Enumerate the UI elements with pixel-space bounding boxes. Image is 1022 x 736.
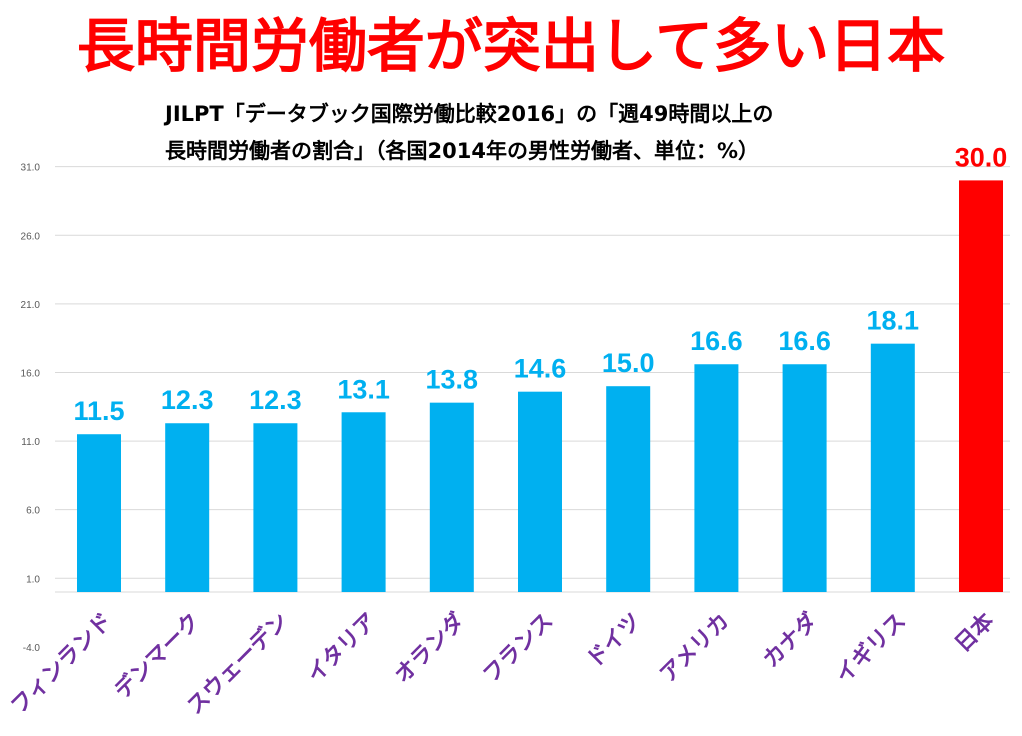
data-labels: 11.5 12.3 12.3 13.1 13.8 14.6 15.0 16.6 16.6 18.1…: [73, 142, 1007, 426]
x-tick-label: デンマーク: [109, 608, 205, 704]
x-axis-labels: フィンランドデンマークスウェーデン イタリア オランダ フランス ドイツ アメリカ カナダイ…: [7, 608, 1000, 720]
data-label: 15.0: [602, 348, 655, 378]
y-tick-label: 6.0: [26, 506, 40, 517]
data-label: 16.6: [690, 326, 743, 356]
y-tick-label: 11.0: [21, 437, 40, 448]
bar: [870, 343, 915, 592]
bar: [518, 391, 562, 592]
chart-subtitle-line-1: JILPT「データブック国際労働比較2016」の「週49時間以上の: [163, 102, 773, 126]
bar: [77, 434, 121, 592]
y-axis: 31.0 26.0 21.0 16.0 11.0 6.0 1.0 -4.0: [21, 163, 41, 654]
bar: [341, 412, 386, 592]
data-label: 12.3: [249, 385, 302, 415]
y-tick-label: -4.0: [23, 643, 41, 654]
data-label: 16.6: [778, 326, 831, 356]
bar: [782, 364, 827, 592]
x-tick-label: イタリア: [303, 609, 382, 688]
data-label: 13.8: [426, 365, 479, 395]
chart-title: 長時間労働者が突出して多い日本: [77, 12, 945, 80]
data-label: 12.3: [161, 385, 214, 415]
bar: [165, 423, 210, 592]
bar: [429, 402, 474, 592]
bar: [694, 364, 739, 592]
data-label: 14.6: [514, 354, 567, 384]
y-tick-label: 1.0: [26, 574, 40, 585]
x-tick-label: フランス: [479, 609, 559, 689]
bar: [253, 423, 298, 592]
data-label: 18.1: [867, 306, 920, 336]
bar: [606, 386, 651, 592]
x-tick-label: カナダ: [758, 608, 823, 673]
y-tick-label: 31.0: [21, 163, 41, 174]
y-tick-label: 26.0: [21, 231, 41, 242]
data-label: 30.0: [955, 142, 1008, 172]
data-label: 11.5: [73, 396, 124, 426]
x-tick-label: フィンランド: [7, 609, 118, 720]
y-tick-label: 16.0: [21, 368, 41, 379]
bars: [77, 180, 1003, 592]
chart-subtitle-line-2: 長時間労働者の割合」（各国2014年の男性労働者、単位：%）: [165, 139, 759, 163]
x-tick-label: ドイツ: [582, 609, 646, 673]
x-tick-label: 日本: [950, 609, 999, 658]
x-tick-label: イギリス: [831, 609, 911, 689]
x-tick-label: オランダ: [389, 608, 470, 689]
data-label: 13.1: [337, 374, 390, 404]
y-tick-label: 21.0: [21, 300, 41, 311]
x-tick-label: アメリカ: [656, 609, 735, 688]
bar: [959, 180, 1003, 592]
